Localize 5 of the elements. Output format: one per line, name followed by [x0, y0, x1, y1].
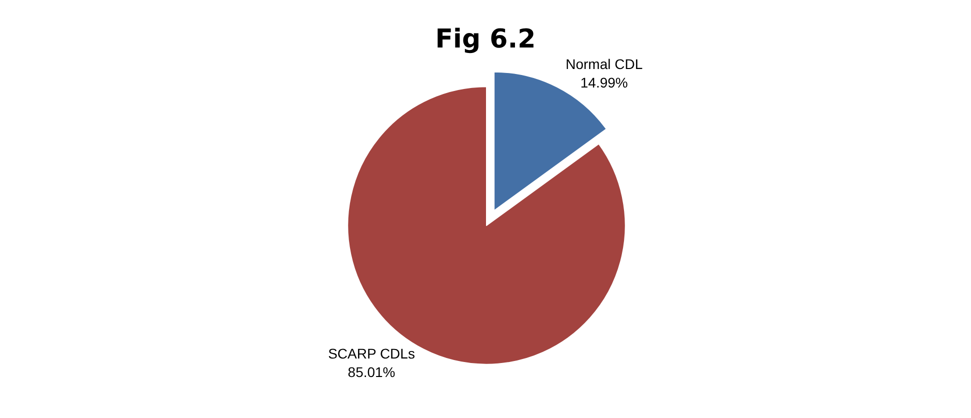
slice-label: Normal CDL: [566, 56, 643, 72]
data-label: 14.99%: [580, 74, 628, 90]
slice-label: SCARP CDLs: [328, 346, 415, 362]
data-label: 85.01%: [348, 364, 396, 380]
chart-title: Fig 6.2: [435, 24, 536, 54]
